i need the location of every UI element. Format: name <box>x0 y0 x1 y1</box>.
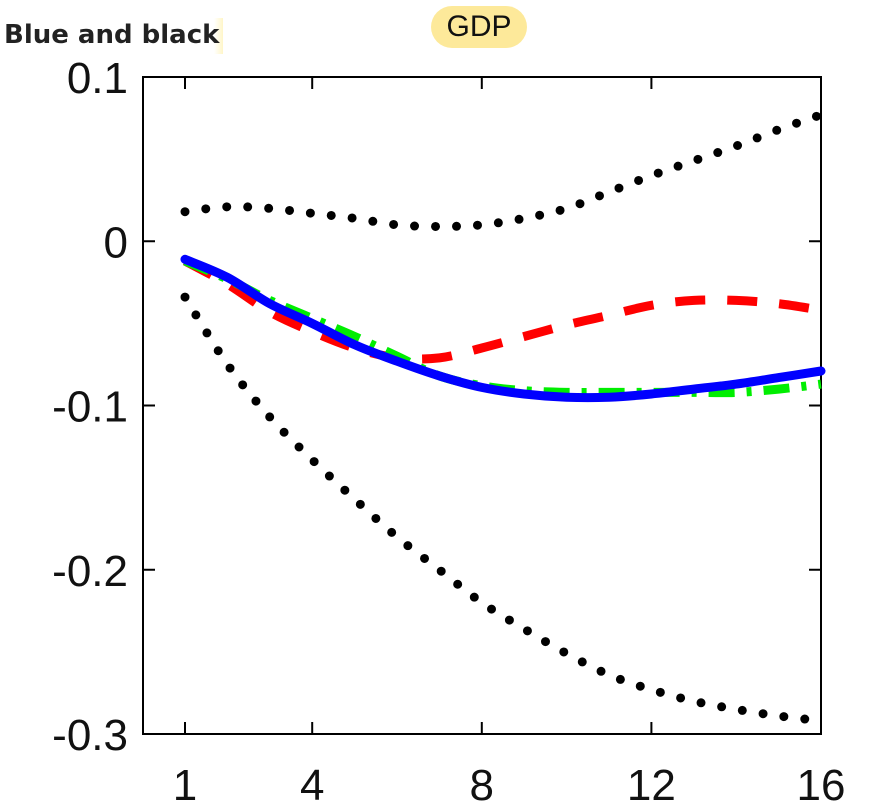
series-line-4-dashdot <box>183 256 822 398</box>
series-line-1-dotted <box>180 110 826 231</box>
y-tick-label: 0.1 <box>67 54 128 103</box>
x-tick-label: 16 <box>797 761 846 810</box>
y-tick-label: 0 <box>104 218 128 267</box>
plot-frame <box>142 76 822 735</box>
y-tick-label: -0.3 <box>52 711 128 760</box>
y-tick-label: -0.2 <box>52 547 128 596</box>
overlay-label: Blue and black <box>0 18 224 54</box>
series-group <box>180 110 826 726</box>
x-tick-label: 1 <box>173 761 197 810</box>
x-tick-label: 12 <box>627 761 676 810</box>
series-line-3-dashed <box>182 257 822 364</box>
chart-title: GDP <box>431 6 527 48</box>
series-line-2-dotted <box>180 292 826 726</box>
y-tick-label: -0.1 <box>52 383 128 432</box>
x-tick-label: 4 <box>300 761 324 810</box>
tick-labels-group: 1 4 8 12 16 0.1 0 -0.1 -0.2 -0.3 <box>52 54 845 810</box>
ticks-group <box>143 76 822 735</box>
series-line-5-solid <box>180 254 826 403</box>
x-tick-label: 8 <box>470 761 494 810</box>
